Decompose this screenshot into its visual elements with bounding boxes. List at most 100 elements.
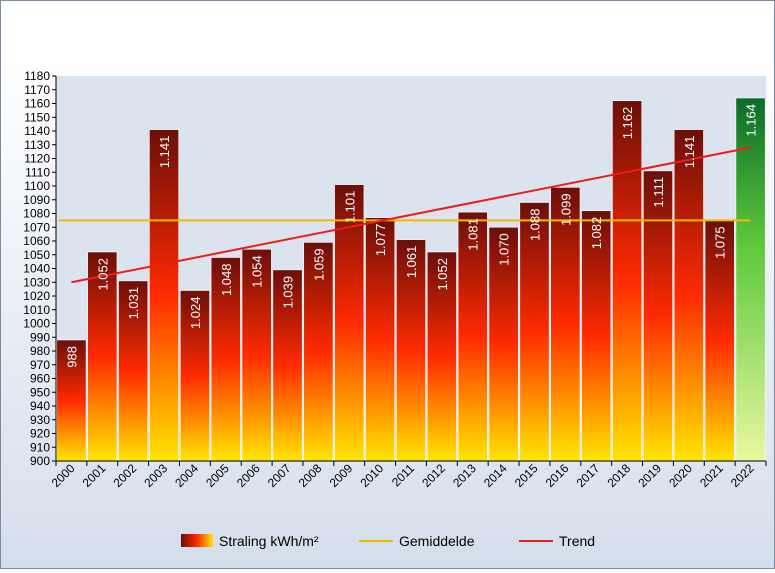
data-label-2006: 1.054 xyxy=(250,255,265,288)
y-tick-label: 960 xyxy=(30,372,50,386)
data-label-2005: 1.048 xyxy=(219,264,234,297)
bar-2003 xyxy=(149,129,180,462)
y-tick-label: 950 xyxy=(30,385,50,399)
legend: Straling kWh/m² Gemiddelde Trend xyxy=(181,533,595,549)
bar-2017 xyxy=(581,210,612,462)
bar-2015 xyxy=(519,202,550,462)
y-tick-label: 1180 xyxy=(24,69,50,83)
bar-2002 xyxy=(118,280,149,462)
legend-swatch-straling xyxy=(181,534,213,547)
y-tick-label: 1170 xyxy=(24,83,50,97)
trend-line xyxy=(71,146,751,284)
data-label-2018: 1.162 xyxy=(620,107,635,140)
y-tick-label: 1150 xyxy=(24,110,50,124)
x-tick-label-2020: 2020 xyxy=(666,461,695,490)
bar-2006 xyxy=(241,248,272,462)
x-tick-label-2017: 2017 xyxy=(574,461,603,490)
bar-2000 xyxy=(56,339,87,462)
x-tick-label-2010: 2010 xyxy=(357,461,386,490)
bar-2018 xyxy=(612,100,643,462)
legend-label-straling: Straling kWh/m² xyxy=(219,533,319,549)
y-tick-label: 1020 xyxy=(23,289,50,303)
x-tick-label-2006: 2006 xyxy=(234,461,263,490)
data-label-2008: 1.059 xyxy=(311,248,326,281)
x-tick-label-2007: 2007 xyxy=(265,461,294,490)
data-label-2021: 1.075 xyxy=(713,226,728,259)
legend-label-gemiddelde: Gemiddelde xyxy=(399,533,475,549)
x-tick-label-2004: 2004 xyxy=(172,461,201,490)
data-label-2013: 1.081 xyxy=(466,218,481,251)
bar-2009 xyxy=(334,184,365,462)
x-tick-label-2003: 2003 xyxy=(141,461,170,490)
x-tick-label-2011: 2011 xyxy=(389,461,417,489)
y-tick-label: 900 xyxy=(30,454,50,468)
x-tick-label-2012: 2012 xyxy=(419,461,448,490)
bar-2022 xyxy=(735,97,766,462)
x-tick-label-2016: 2016 xyxy=(543,461,572,490)
bar-2020 xyxy=(673,129,704,462)
x-tick-label-2001: 2001 xyxy=(80,461,109,490)
x-tick-label-2013: 2013 xyxy=(450,461,479,490)
data-label-2016: 1.099 xyxy=(558,193,573,226)
y-tick-label: 1090 xyxy=(23,193,50,207)
data-label-2022: 1.164 xyxy=(744,104,759,137)
data-label-2014: 1.070 xyxy=(497,233,512,266)
x-tick-label-2019: 2019 xyxy=(635,461,664,490)
y-tick-label: 980 xyxy=(30,344,50,358)
y-tick-label: 1060 xyxy=(23,234,50,248)
bar-2011 xyxy=(396,239,426,462)
data-label-2002: 1.031 xyxy=(126,287,141,320)
data-label-2015: 1.088 xyxy=(527,209,542,242)
y-tick-label: 1080 xyxy=(23,207,50,221)
y-tick-label: 1130 xyxy=(24,138,50,152)
y-tick-label: 970 xyxy=(30,358,50,372)
y-tick-label: 990 xyxy=(30,330,50,344)
y-tick-label: 1110 xyxy=(25,165,50,179)
y-tick-label: 1000 xyxy=(23,317,50,331)
x-tick-label-2014: 2014 xyxy=(481,461,510,490)
y-axis: 9009109209309409509609709809901000101010… xyxy=(23,69,57,468)
bar-2014 xyxy=(488,226,519,462)
y-tick-label: 1030 xyxy=(23,275,50,289)
bar-2012 xyxy=(426,251,457,462)
bars-group xyxy=(56,97,766,462)
data-label-2009: 1.101 xyxy=(342,191,357,224)
x-tick-label-2009: 2009 xyxy=(327,461,356,490)
data-label-2007: 1.039 xyxy=(281,276,296,309)
data-label-2020: 1.141 xyxy=(682,136,697,169)
y-tick-label: 1050 xyxy=(23,248,50,262)
data-label-2012: 1.052 xyxy=(435,258,450,291)
data-label-2011: 1.061 xyxy=(404,246,419,279)
x-tick-label-2015: 2015 xyxy=(512,461,541,490)
legend-label-trend: Trend xyxy=(559,533,595,549)
y-tick-label: 1070 xyxy=(23,220,50,234)
bar-2016 xyxy=(550,187,581,462)
x-tick-label-2022: 2022 xyxy=(728,461,757,490)
data-label-2001: 1.052 xyxy=(95,258,110,291)
x-tick-label-2021: 2021 xyxy=(697,461,726,490)
y-tick-label: 1040 xyxy=(23,262,50,276)
y-tick-label: 920 xyxy=(30,427,50,441)
lines-group xyxy=(59,146,751,284)
data-label-2019: 1.111 xyxy=(651,177,666,208)
bar-2013 xyxy=(457,211,488,462)
y-tick-label: 910 xyxy=(30,440,50,454)
y-tick-label: 1100 xyxy=(24,179,50,193)
y-tick-label: 1160 xyxy=(24,97,50,111)
x-tick-label-2000: 2000 xyxy=(49,461,78,490)
y-tick-label: 1140 xyxy=(24,124,50,138)
x-tick-label-2008: 2008 xyxy=(296,461,325,490)
bar-2019 xyxy=(642,170,673,462)
data-label-2003: 1.141 xyxy=(157,136,172,169)
y-tick-label: 930 xyxy=(30,413,50,427)
bar-2007 xyxy=(272,269,303,462)
y-tick-label: 1010 xyxy=(23,303,50,317)
data-label-2004: 1.024 xyxy=(188,297,203,330)
y-tick-label: 1120 xyxy=(24,152,50,166)
x-axis: 2000 2001 2002 2003 2004 2005 2006 2007 2008 2009… xyxy=(49,460,767,490)
data-label-2000: 988 xyxy=(64,346,79,368)
y-tick-label: 940 xyxy=(30,399,50,413)
data-label-2010: 1.077 xyxy=(373,224,388,257)
